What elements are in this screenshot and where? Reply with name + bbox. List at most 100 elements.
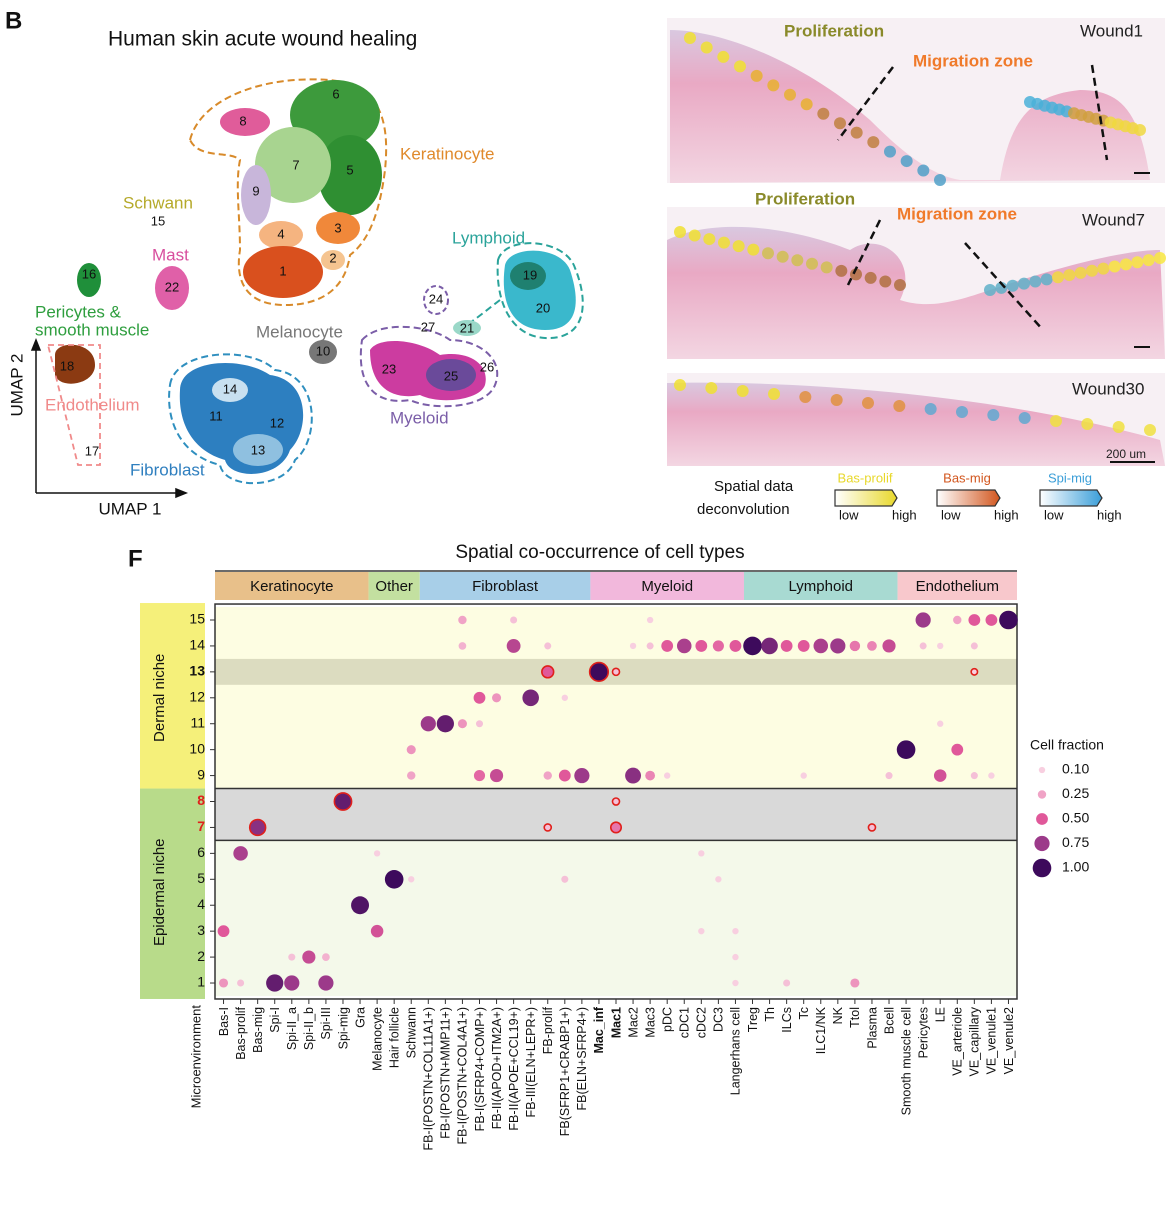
cluster-label: 3: [334, 220, 341, 235]
tissue-spot: [784, 88, 796, 101]
scale-low: low: [941, 507, 961, 522]
legend-dot: [1037, 790, 1047, 799]
spatial-annotation: 200 um: [1106, 447, 1146, 461]
dot: [510, 616, 518, 624]
group-header: [419, 572, 591, 600]
dot: [611, 797, 621, 806]
group-header: [897, 572, 1017, 600]
group-label: Myeloid: [641, 578, 693, 595]
x-tick-label: Mac_inf: [592, 1006, 606, 1053]
legend-title: deconvolution: [697, 501, 790, 518]
x-tick-label: VE_capillary: [968, 1006, 982, 1076]
x-tick-label: Pericytes: [916, 1007, 930, 1058]
cluster-label: 14: [223, 381, 237, 396]
group-header: [215, 572, 369, 600]
dot: [797, 640, 810, 652]
dot: [937, 642, 944, 650]
x-tick-label: Mac2: [626, 1007, 640, 1038]
dot: [558, 769, 571, 782]
scale-name: Bas-prolif: [838, 470, 893, 485]
legend-title: Cell fraction: [1030, 737, 1104, 753]
spatial-annotation: Proliferation: [784, 21, 884, 40]
spatial-annotation: Migration zone: [897, 204, 1017, 223]
tissue-spot: [835, 264, 848, 277]
cluster-label: 15: [151, 213, 165, 228]
cluster-label: 10: [316, 343, 330, 358]
cluster-label: 27: [421, 319, 435, 334]
x-tick-label: Th: [763, 1007, 777, 1022]
dot: [473, 770, 486, 782]
dot: [544, 642, 552, 650]
tissue-spot: [1086, 264, 1098, 277]
dot: [541, 665, 555, 679]
dot: [882, 639, 896, 653]
dot: [266, 974, 284, 992]
tissue-spot: [800, 98, 813, 111]
x-tick-label: FB-III(ELN+LEPR+): [524, 1007, 538, 1117]
group-header: [743, 572, 898, 600]
dot: [561, 694, 568, 701]
tissue-spot: [750, 69, 763, 82]
dot: [218, 978, 229, 988]
dot: [915, 612, 931, 628]
dot: [885, 772, 893, 780]
panel-label: B: [5, 7, 22, 34]
dot: [248, 818, 267, 837]
tissue-spot: [1029, 275, 1042, 288]
dot: [676, 638, 692, 654]
tissue-spot: [1050, 415, 1062, 427]
dot: [407, 771, 416, 780]
cell-type-label: Lymphoid: [452, 228, 525, 247]
x-tick-label: Bas-mig: [251, 1007, 265, 1053]
dot: [715, 876, 722, 883]
tissue-spot: [1120, 258, 1132, 271]
dot: [867, 823, 877, 832]
cluster-label: 8: [239, 113, 246, 128]
y-axis-label: UMAP 2: [7, 354, 26, 417]
tissue-spot: [703, 233, 716, 246]
dot: [951, 743, 964, 756]
x-tick-label: Bas-I: [217, 1007, 231, 1036]
x-tick-label: DC3: [712, 1007, 726, 1032]
row-label: 14: [189, 637, 205, 653]
tissue-spot: [879, 275, 892, 288]
dot: [919, 642, 927, 650]
tissue-spot: [956, 406, 968, 418]
tissue-spot: [850, 126, 863, 139]
tissue-spot: [732, 240, 745, 253]
x-tick-label: Spi-I: [268, 1007, 282, 1033]
dot: [611, 667, 621, 677]
cluster-label: 26: [480, 359, 494, 374]
row-label: 9: [197, 766, 205, 782]
tissue-spot: [1134, 124, 1146, 136]
legend-label: 0.75: [1062, 834, 1089, 850]
x-tick-label: NK: [831, 1006, 845, 1024]
x-tick-label: Tc: [797, 1007, 811, 1020]
row-label: 2: [197, 948, 205, 964]
x-tick-label: Langerhans cell: [729, 1007, 743, 1095]
x-tick-label: Melanocyte: [370, 1007, 384, 1071]
niche-label: Dermal niche: [151, 654, 168, 742]
dot: [302, 950, 316, 964]
row-label: 12: [189, 688, 205, 704]
x-tick-label: Hair follicle: [387, 1007, 401, 1068]
x-tick-label: Spi-II_b: [302, 1007, 316, 1050]
tissue-spot: [705, 382, 718, 394]
x-tick-label: ILCs: [780, 1007, 794, 1033]
cluster-label: 4: [277, 226, 284, 241]
tissue-spot: [924, 403, 937, 415]
tissue-spots: [674, 32, 1166, 436]
tissue-spot: [674, 226, 686, 238]
x-tick-label: Bas-prolif: [234, 1006, 248, 1059]
dot: [588, 661, 610, 682]
dot: [970, 772, 978, 780]
dot: [237, 979, 245, 987]
group-label: Other: [375, 578, 413, 595]
dot: [492, 693, 502, 703]
dot: [333, 792, 353, 811]
cell-type-label: smooth muscle: [35, 320, 149, 339]
dot: [284, 975, 300, 991]
x-tick-label: FB-II(APOE+CCL19+): [507, 1007, 521, 1131]
tissue-spot: [717, 50, 730, 63]
x-tick-label: Spi-III: [319, 1007, 333, 1040]
